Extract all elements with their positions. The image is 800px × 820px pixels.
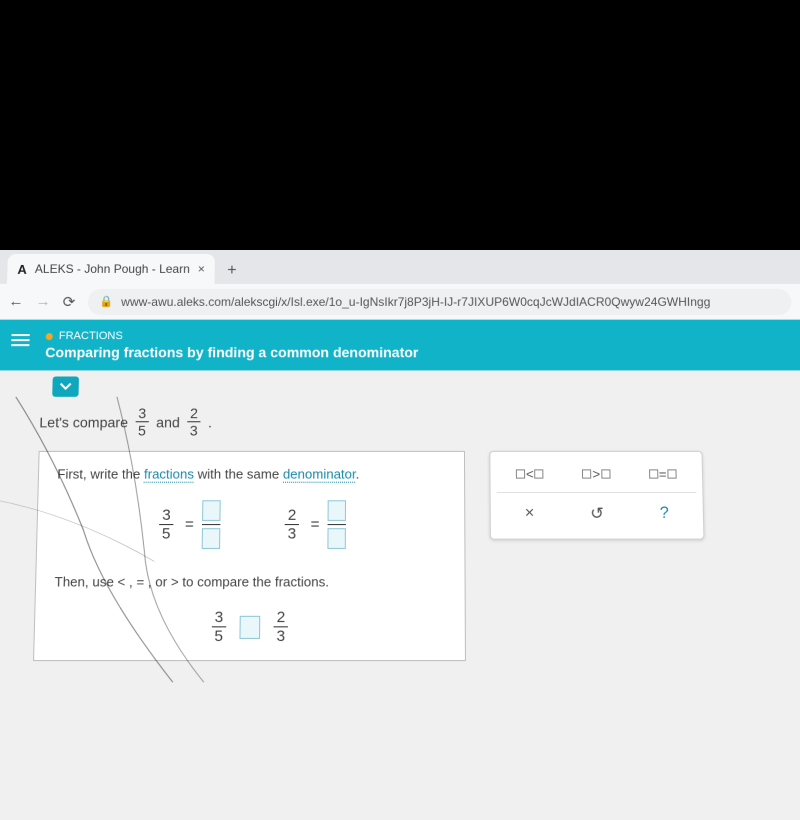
denominator-link[interactable]: denominator bbox=[283, 466, 356, 482]
lesson-title: Comparing fractions by finding a common … bbox=[45, 344, 418, 360]
comparison-operator-input[interactable] bbox=[239, 615, 260, 638]
intro-fraction-2: 2 3 bbox=[187, 405, 201, 439]
answer2-numerator-input[interactable] bbox=[328, 500, 346, 521]
answer1-numerator-input[interactable] bbox=[202, 500, 221, 521]
url-text: www-awu.aleks.com/alekscgi/x/Isl.exe/1o_… bbox=[121, 294, 710, 308]
equation-2: 2 3 = bbox=[281, 500, 346, 549]
problem-area: Let's compare 3 5 and 2 3 . First, write… bbox=[0, 397, 800, 682]
lesson-category: FRACTIONS bbox=[46, 330, 419, 342]
browser-tab[interactable]: A ALEKS - John Pough - Learn × bbox=[7, 254, 215, 284]
address-bar[interactable]: 🔒 www-awu.aleks.com/alekscgi/x/Isl.exe/1… bbox=[87, 288, 792, 314]
step1-instruction: First, write the fractions with the same… bbox=[57, 466, 446, 481]
undo-button[interactable]: ↺ bbox=[590, 503, 604, 524]
lesson-header: FRACTIONS Comparing fractions by finding… bbox=[0, 320, 800, 370]
new-tab-button[interactable]: + bbox=[219, 258, 245, 284]
tab-favicon: A bbox=[17, 261, 27, 276]
step2-instruction: Then, use < , = , or > to compare the fr… bbox=[54, 574, 446, 590]
insert-greater-than-button[interactable]: > bbox=[582, 466, 610, 481]
equation-1: 3 5 = bbox=[156, 500, 221, 549]
help-button[interactable]: ? bbox=[660, 503, 669, 524]
insert-equals-button[interactable]: = bbox=[648, 466, 676, 481]
menu-icon[interactable] bbox=[11, 330, 30, 346]
compare-row: 3 5 2 3 bbox=[53, 608, 446, 645]
lesson-title-block: FRACTIONS Comparing fractions by finding… bbox=[45, 330, 418, 360]
lock-icon: 🔒 bbox=[99, 295, 113, 308]
fractions-link[interactable]: fractions bbox=[144, 466, 194, 482]
forward-button[interactable]: → bbox=[35, 293, 51, 310]
intro-fraction-1: 3 5 bbox=[135, 405, 150, 439]
insert-less-than-button[interactable]: < bbox=[516, 466, 544, 481]
tool-panel: < > = × ↺ ? bbox=[489, 451, 704, 540]
browser-tab-bar: A ALEKS - John Pough - Learn × + bbox=[0, 250, 800, 284]
expand-row bbox=[0, 370, 800, 396]
expand-toggle[interactable] bbox=[52, 376, 79, 396]
browser-toolbar: ← → ⟳ 🔒 www-awu.aleks.com/alekscgi/x/Isl… bbox=[0, 284, 800, 320]
answer-fraction-2 bbox=[328, 500, 347, 549]
clear-button[interactable]: × bbox=[525, 503, 535, 524]
tab-title: ALEKS - John Pough - Learn bbox=[35, 262, 190, 276]
intro-line: Let's compare 3 5 and 2 3 . bbox=[39, 405, 785, 439]
close-tab-icon[interactable]: × bbox=[198, 262, 205, 276]
category-dot-icon bbox=[46, 333, 53, 340]
back-button[interactable]: ← bbox=[8, 293, 24, 310]
reload-button[interactable]: ⟳ bbox=[62, 292, 75, 310]
answer1-denominator-input[interactable] bbox=[202, 528, 221, 549]
work-panel: First, write the fractions with the same… bbox=[33, 451, 466, 661]
answer2-denominator-input[interactable] bbox=[328, 528, 346, 549]
answer-fraction-1 bbox=[202, 500, 221, 549]
equivalence-row: 3 5 = 2 bbox=[55, 500, 446, 549]
screen: A ALEKS - John Pough - Learn × + ← → ⟳ 🔒… bbox=[0, 250, 800, 820]
